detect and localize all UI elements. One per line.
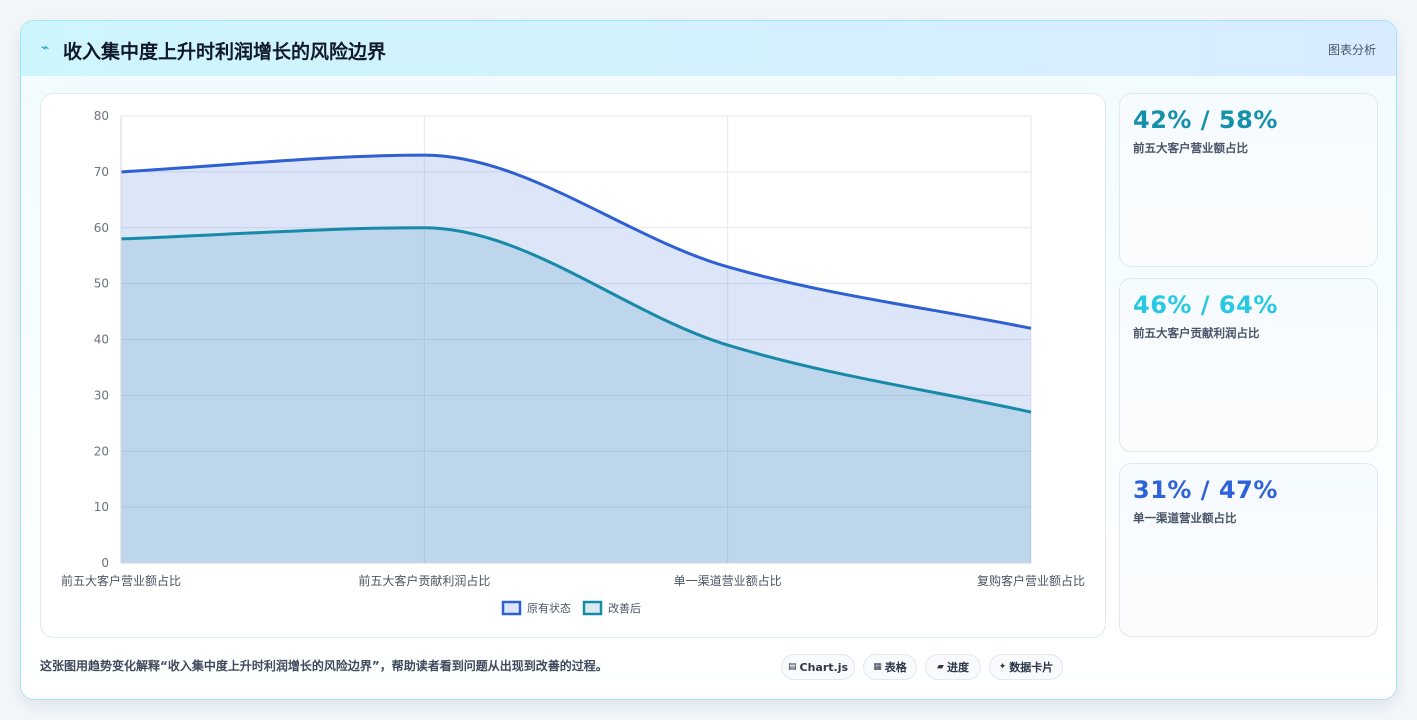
chip-label: Chart.js: [799, 660, 849, 674]
y-tick-label: 0: [101, 556, 109, 570]
chip-label: 数据卡片: [1009, 661, 1054, 674]
x-tick-label: 前五大客户贡献利润占比: [358, 573, 490, 588]
y-tick-label: 40: [94, 333, 109, 347]
y-tick-label: 30: [94, 388, 109, 402]
x-tick-label: 前五大客户营业额占比: [61, 573, 181, 588]
stat-value: 46% / 64%: [1133, 291, 1278, 319]
stat-card-2: 46% / 64% 前五大客户贡献利润占比: [1119, 278, 1378, 452]
chart-icon: ⌁: [41, 40, 50, 56]
table-icon: ▦: [873, 662, 882, 672]
x-tick-label: 单一渠道营业额占比: [674, 573, 782, 588]
area-chart: 0 10 20 30 40 50 60 70 80 前五大客户营业额占比 前五大客户贡献利润占比 单一…: [61, 109, 1085, 616]
header-tag: 图表分析: [1327, 43, 1376, 57]
y-tick-label: 10: [94, 500, 109, 514]
y-tick-label: 60: [94, 221, 109, 235]
y-tick-label: 20: [94, 444, 109, 458]
progress-icon: ▰: [937, 662, 944, 672]
legend-label-2: 改善后: [608, 601, 641, 615]
stat-label: 单一渠道营业额占比: [1133, 511, 1237, 525]
sparkle-icon: ✦: [998, 662, 1007, 672]
chip-progress[interactable]: ▰ 进度: [925, 654, 981, 680]
series-line-2: [120, 226, 1032, 414]
stat-label: 前五大客户营业额占比: [1133, 141, 1248, 155]
y-tick-label: 80: [94, 109, 109, 123]
series-area-2: [121, 227, 1031, 563]
card-header: ⌁ 收入集中度上升时利润增长的风险边界 图表分析: [21, 21, 1396, 76]
stat-value: 42% / 58%: [1133, 106, 1278, 134]
chip-table[interactable]: ▦ 表格: [863, 654, 917, 680]
series-line-1: [120, 153, 1032, 330]
chart-icon: ▤: [787, 662, 797, 672]
legend-swatch-1: [501, 600, 522, 616]
chart-panel: 0 10 20 30 40 50 60 70 80 前五大客户营业额占比 前五大客户贡献利润占比 单一…: [40, 93, 1106, 638]
x-tick-label: 复购客户营业额占比: [977, 573, 1085, 588]
chip-label: 表格: [884, 661, 907, 674]
chip-data-cards[interactable]: ✦ 数据卡片: [989, 654, 1063, 680]
card-title: 收入集中度上升时利润增长的风险边界: [63, 41, 387, 63]
chip-label: 进度: [946, 661, 969, 674]
legend-label-1: 原有状态: [527, 601, 571, 615]
stat-card-3: 31% / 47% 单一渠道营业额占比: [1119, 463, 1378, 637]
stat-label: 前五大客户贡献利润占比: [1133, 326, 1260, 340]
chip-chartjs[interactable]: ▤ Chart.js: [781, 654, 855, 680]
legend-swatch-2: [582, 600, 603, 616]
chart-caption: 这张图用趋势变化解释“收入集中度上升时利润增长的风险边界”，帮助读者看到问题从出…: [40, 659, 608, 673]
stat-value: 31% / 47%: [1133, 476, 1278, 504]
y-tick-label: 70: [94, 165, 109, 179]
analysis-card: ⌁ 收入集中度上升时利润增长的风险边界 图表分析 0 10 20 30 40 50 60 70…: [20, 20, 1397, 700]
card-body: 0 10 20 30 40 50 60 70 80 前五大客户营业额占比 前五大客户贡献利润占比 单一…: [21, 76, 1396, 699]
series-area-1: [121, 155, 1031, 564]
y-tick-label: 50: [94, 277, 109, 291]
stat-card-1: 42% / 58% 前五大客户营业额占比: [1119, 93, 1378, 267]
